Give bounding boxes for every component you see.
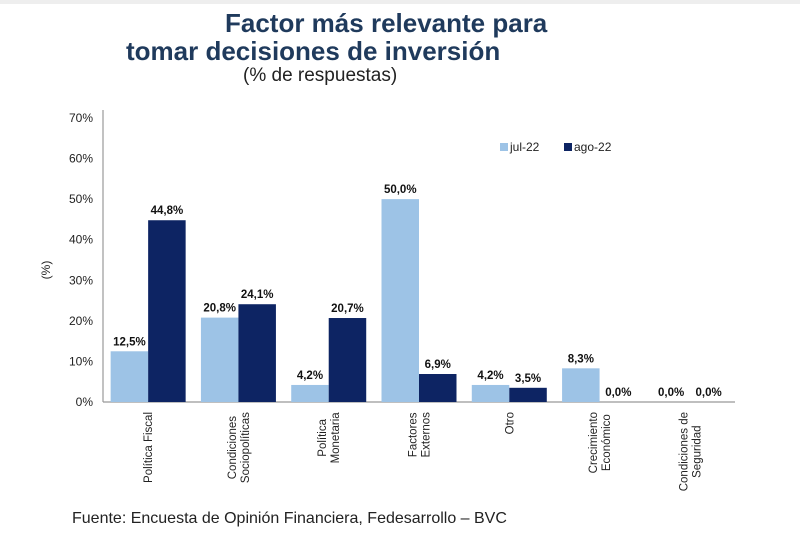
x-tick-label: Política Fiscal <box>143 412 155 483</box>
data-label: 4,2% <box>297 370 323 382</box>
x-tick-label: Otro <box>504 412 516 434</box>
chart-title-line-1: Factor más relevante para <box>225 8 548 38</box>
y-tick-label: 60% <box>69 152 93 166</box>
bar-jul-22-3 <box>381 199 419 402</box>
y-tick-label: 30% <box>69 273 93 287</box>
data-label: 20,7% <box>331 303 364 315</box>
legend-swatch-jul-22 <box>500 143 508 151</box>
x-tick-label: PolíticaMonetaria <box>317 412 342 464</box>
x-tick-label-line: Monetaria <box>330 412 342 464</box>
x-tick-label-line: Factores <box>408 412 420 457</box>
bar-ago-22-4 <box>509 387 547 402</box>
data-label: 3,5% <box>515 373 541 385</box>
y-tick-label: 10% <box>69 354 93 368</box>
data-label: 0,0% <box>695 387 721 399</box>
data-label: 12,5% <box>113 336 146 348</box>
x-tick-label-line: Política Fiscal <box>143 412 155 483</box>
bar-ago-22-3 <box>419 374 457 402</box>
x-tick-label-line: Condiciones de <box>678 412 690 491</box>
x-tick-label: Condiciones deSeguridad <box>678 412 703 491</box>
bar-ago-22-1 <box>238 304 276 402</box>
data-label: 6,9% <box>425 359 451 371</box>
data-label: 0,0% <box>605 387 631 399</box>
source-note: Fuente: Encuesta de Opinión Financiera, … <box>72 510 507 527</box>
x-tick-label-line: Política <box>317 418 329 456</box>
top-border <box>0 0 800 4</box>
data-label: 0,0% <box>658 387 684 399</box>
y-tick-label: 70% <box>69 111 93 125</box>
data-label: 8,3% <box>568 353 594 365</box>
y-tick-label: 0% <box>76 395 94 409</box>
y-tick-label: 20% <box>69 314 93 328</box>
x-tick-label-line: Condiciones <box>227 416 239 480</box>
bar-ago-22-2 <box>328 318 367 402</box>
bar-jul-22-5 <box>562 368 600 402</box>
legend-label: jul-22 <box>509 140 540 154</box>
legend-swatch-ago-22 <box>564 143 572 151</box>
y-tick-label: 40% <box>69 233 93 247</box>
y-axis-label: (%) <box>39 261 53 280</box>
chart-title-line-2: tomar decisiones de inversión <box>126 36 501 66</box>
bar-ago-22-0 <box>148 220 186 402</box>
data-label: 50,0% <box>384 184 417 196</box>
x-tick-label-line: Otro <box>504 412 516 434</box>
data-label: 4,2% <box>477 370 503 382</box>
bar-jul-22-2 <box>291 384 329 402</box>
x-tick-label-line: Seguridad <box>691 425 703 477</box>
x-tick-label-line: Crecimiento <box>588 412 600 473</box>
x-tick-label-line: Económico <box>601 414 613 471</box>
x-tick-label: CrecimientoEconómico <box>588 412 613 473</box>
chart-subtitle: (% de respuestas) <box>243 65 398 86</box>
x-tick-label-line: Externos <box>421 412 433 458</box>
data-label: 44,8% <box>151 205 184 217</box>
x-tick-label-line: Sociopolíticas <box>240 412 252 483</box>
data-label: 24,1% <box>241 289 274 301</box>
bar-jul-22-1 <box>200 317 239 402</box>
y-tick-label: 50% <box>69 192 93 206</box>
data-label: 20,8% <box>203 303 236 315</box>
x-tick-label: FactoresExternos <box>408 412 433 458</box>
x-tick-label: CondicionesSociopolíticas <box>227 412 252 483</box>
bar-jul-22-0 <box>110 351 149 402</box>
bar-jul-22-4 <box>471 384 510 402</box>
legend-label: ago-22 <box>574 140 612 154</box>
